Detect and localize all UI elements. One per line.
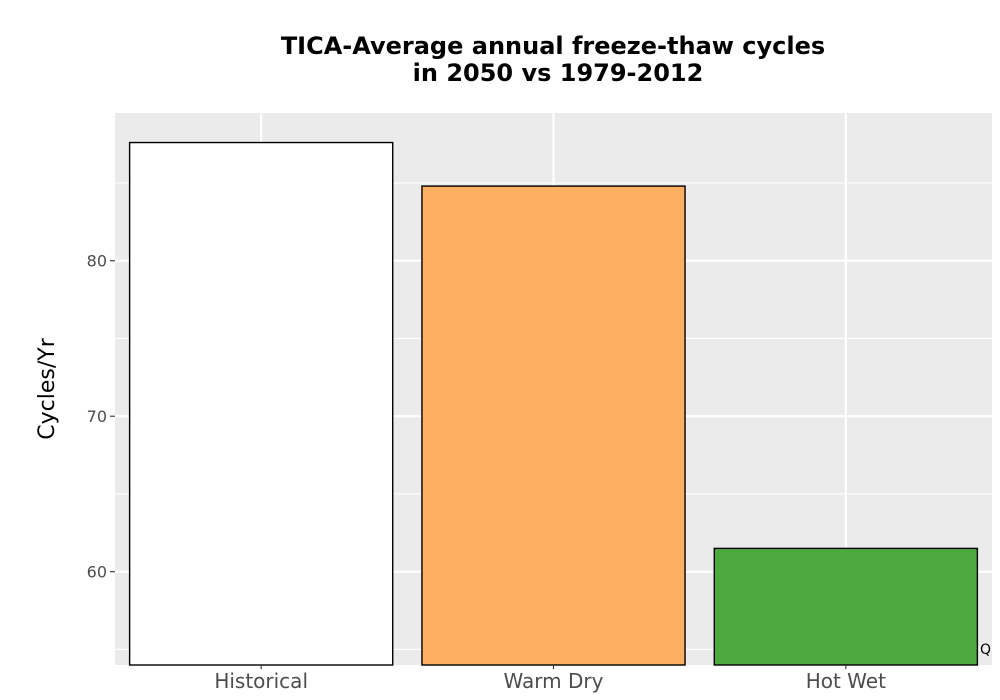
bars <box>128 141 979 666</box>
bar-hot-wet <box>713 547 979 666</box>
chart-title-line-2: in 2050 vs 1979-2012 <box>413 59 704 87</box>
bar-historical <box>128 141 394 666</box>
x-tick-label: Hot Wet <box>806 669 886 693</box>
bar-warm-dry <box>421 185 686 666</box>
x-axis: Historical Warm Dry Hot Wet <box>214 665 886 693</box>
chart-title-line-1: TICA-Average annual freeze-thaw cycles <box>281 32 825 60</box>
y-axis: 60 70 80 <box>87 252 115 582</box>
corner-note: Q <box>980 642 991 658</box>
x-tick-label: Warm Dry <box>504 669 604 693</box>
y-axis-label: Cycles/Yr <box>35 337 60 439</box>
y-tick-label: 60 <box>87 563 107 582</box>
y-tick-label: 80 <box>87 252 107 271</box>
y-tick-label: 70 <box>87 407 107 426</box>
x-tick-label: Historical <box>214 669 308 693</box>
